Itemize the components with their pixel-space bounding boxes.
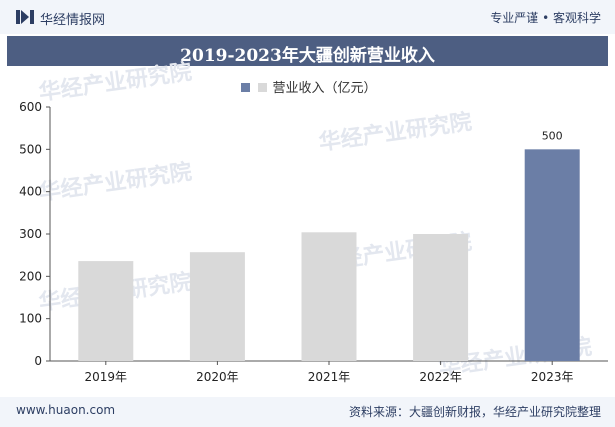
y-tick-label: 0 bbox=[34, 354, 42, 368]
x-tick-label: 2022年 bbox=[419, 370, 462, 384]
watermark-text: 华经产业研究院 bbox=[37, 159, 193, 206]
huaon-logo-icon bbox=[16, 10, 34, 24]
source-note: 资料来源：大疆创新财报，华经产业研究院整理 bbox=[348, 405, 601, 419]
x-tick-label: 2023年 bbox=[531, 370, 574, 384]
legend-swatch-gray bbox=[258, 83, 268, 92]
website-link[interactable]: www.huaon.com bbox=[16, 403, 116, 417]
y-tick-label: 300 bbox=[19, 227, 42, 241]
x-tick-label: 2019年 bbox=[85, 370, 128, 384]
y-tick-label: 500 bbox=[19, 142, 42, 156]
y-tick-label: 100 bbox=[19, 312, 42, 326]
bar bbox=[413, 234, 469, 361]
x-tick-label: 2020年 bbox=[196, 370, 239, 384]
tagline: 专业严谨 • 客观科学 bbox=[490, 11, 601, 25]
bar bbox=[78, 261, 134, 361]
bar bbox=[189, 252, 245, 361]
y-tick-label: 600 bbox=[19, 100, 42, 114]
x-tick-label: 2021年 bbox=[308, 370, 351, 384]
watermark-text: 华经产业研究院 bbox=[37, 59, 193, 106]
footer-bar bbox=[0, 397, 615, 427]
legend: 营业收入（亿元） bbox=[0, 77, 615, 96]
legend-label: 营业收入（亿元） bbox=[272, 81, 377, 96]
y-tick-label: 200 bbox=[19, 269, 42, 283]
watermark-text: 华经产业研究院 bbox=[317, 109, 473, 156]
data-label: 500 bbox=[542, 129, 563, 142]
bar bbox=[524, 149, 580, 361]
bar bbox=[301, 232, 357, 361]
title-bar: 2019-2023年大疆创新营业收入 bbox=[7, 36, 608, 66]
header-bar: 华经情报网 专业严谨 • 客观科学 bbox=[0, 0, 615, 34]
chart-title: 2019-2023年大疆创新营业收入 bbox=[180, 46, 435, 66]
y-tick-label: 400 bbox=[19, 185, 42, 199]
legend-swatch bbox=[241, 83, 251, 92]
brand-name[interactable]: 华经情报网 bbox=[40, 13, 106, 28]
